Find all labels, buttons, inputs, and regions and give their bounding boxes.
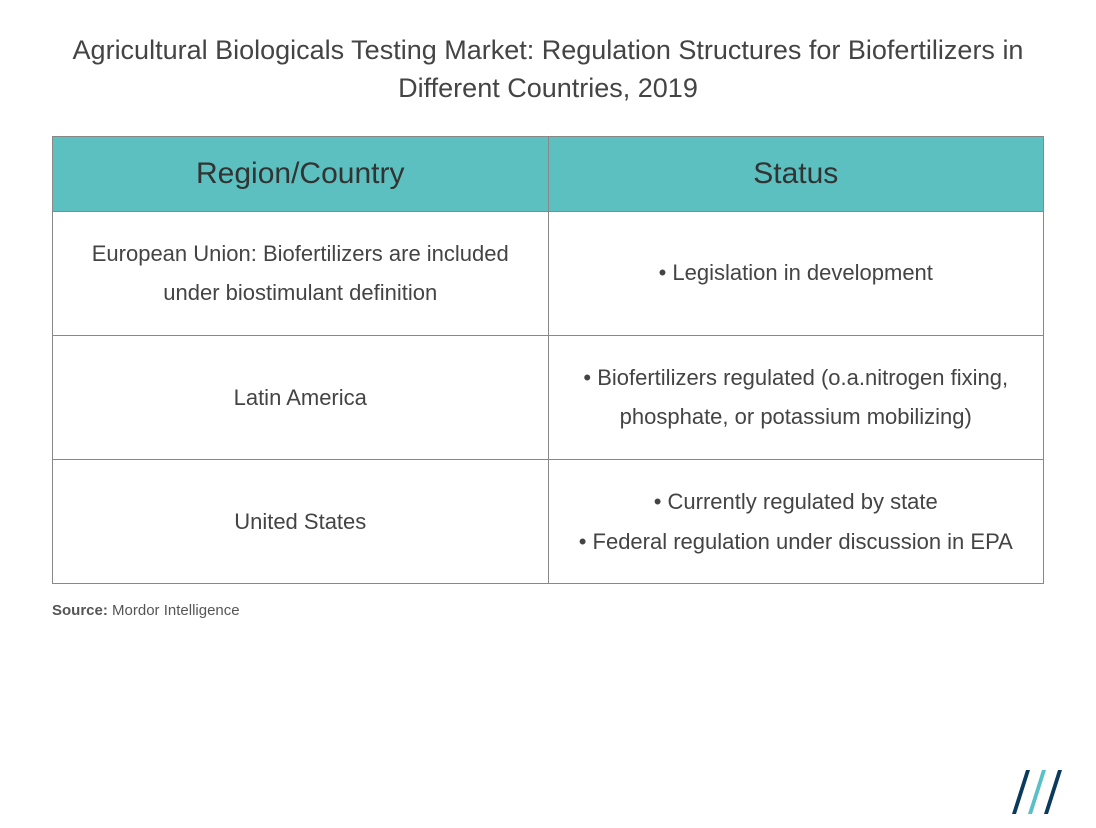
table-row: European Union: Biofertilizers are inclu… <box>53 211 1044 335</box>
table-header-row: Region/Country Status <box>53 136 1044 211</box>
status-item: • Biofertilizers regulated (o.a.nitrogen… <box>569 358 1024 437</box>
source-attribution: Source: Mordor Intelligence <box>52 602 1044 619</box>
source-value: Mordor Intelligence <box>112 602 240 619</box>
regulation-table: Region/Country Status European Union: Bi… <box>52 136 1044 585</box>
mordor-logo-icon <box>1004 766 1066 814</box>
status-cell: • Biofertilizers regulated (o.a.nitrogen… <box>548 335 1044 459</box>
table-row: Latin America • Biofertilizers regulated… <box>53 335 1044 459</box>
status-cell: • Currently regulated by state • Federal… <box>548 459 1044 583</box>
column-header-status: Status <box>548 136 1044 211</box>
status-cell: • Legislation in development <box>548 211 1044 335</box>
source-label: Source: <box>52 602 108 619</box>
status-item: • Currently regulated by state <box>569 482 1024 522</box>
page-title: Agricultural Biologicals Testing Market:… <box>52 32 1044 108</box>
region-cell: Latin America <box>53 335 549 459</box>
column-header-region: Region/Country <box>53 136 549 211</box>
status-item: • Federal regulation under discussion in… <box>569 522 1024 562</box>
status-item: • Legislation in development <box>569 253 1024 293</box>
region-cell: European Union: Biofertilizers are inclu… <box>53 211 549 335</box>
region-cell: United States <box>53 459 549 583</box>
table-row: United States • Currently regulated by s… <box>53 459 1044 583</box>
